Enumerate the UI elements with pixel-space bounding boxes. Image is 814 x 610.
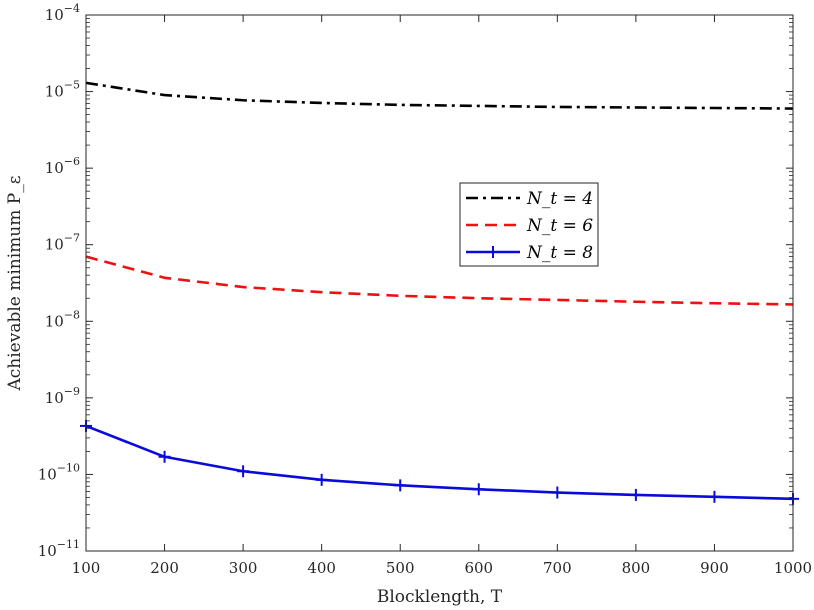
plot-background: [86, 15, 793, 551]
series-3-point: [629, 488, 642, 501]
y-tick-exponent: −8: [64, 308, 80, 321]
series-3-point: [551, 486, 564, 499]
y-tick-exponent: −11: [57, 538, 80, 551]
series-3-point: [472, 483, 485, 496]
x-axis-label-text: Blocklength, T: [377, 587, 503, 607]
series-3-point: [315, 473, 328, 486]
series-3-point: [237, 465, 250, 478]
legend-label-2: N_t = 6: [526, 216, 593, 236]
legend: N_t = 4 N_t = 6 N_t = 8: [459, 182, 599, 267]
x-tick-label: 900: [700, 559, 729, 577]
x-tick-label: 500: [386, 559, 415, 577]
series-3-point: [708, 490, 721, 503]
y-tick-base: 10: [45, 236, 64, 254]
legend-items: N_t = 4 N_t = 6 N_t = 8: [466, 189, 593, 263]
y-tick-label: 10−10: [38, 461, 80, 483]
x-tick-label: 300: [229, 559, 258, 577]
y-tick-base: 10: [38, 465, 57, 483]
legend-label-3: N_t = 8: [526, 243, 593, 263]
series-line-1: [85, 81, 794, 110]
y-tick-label: 10−8: [45, 308, 80, 330]
y-tick-base: 10: [45, 389, 64, 407]
y-tick-base: 10: [45, 159, 64, 177]
x-tick-label: 100: [72, 559, 101, 577]
series-line-3: [85, 424, 794, 501]
legend-label-1: N_t = 4: [526, 189, 593, 209]
y-tick-base: 10: [45, 312, 64, 330]
y-axis-label: Achievable minimum P_ε: [5, 175, 25, 391]
x-tick-label: 600: [464, 559, 493, 577]
x-axis-label: Blocklength, T: [377, 587, 503, 607]
y-tick-label: 10−11: [38, 538, 80, 560]
y-tick-label: 10−6: [45, 155, 80, 177]
x-tick-label: 1000: [774, 559, 812, 577]
y-tick-label: 10−7: [45, 232, 80, 254]
y-tick-base: 10: [45, 6, 64, 24]
y-tick-exponent: −9: [64, 385, 80, 398]
y-tick-base: 10: [45, 83, 64, 101]
y-tick-label: 10−5: [45, 79, 80, 101]
y-tick-base: 10: [38, 542, 57, 560]
plot-frame: [85, 14, 794, 552]
x-tick-label: 400: [307, 559, 336, 577]
series-3-point: [394, 479, 407, 492]
x-axis-ticks: 100 200 300 400 500 600 700 800 900 1000: [72, 15, 812, 577]
y-tick-exponent: −10: [57, 461, 80, 474]
y-tick-exponent: −5: [64, 79, 80, 92]
x-tick-label: 700: [543, 559, 572, 577]
y-tick-exponent: −7: [64, 232, 80, 245]
x-tick-label: 800: [622, 559, 651, 577]
y-tick-label: 10−4: [45, 2, 80, 24]
y-tick-label: 10−9: [45, 385, 80, 407]
series-line-2: [85, 255, 794, 306]
y-axis-label-text: Achievable minimum P_ε: [5, 175, 25, 391]
series-3-point: [158, 450, 171, 463]
y-tick-exponent: −4: [64, 2, 80, 15]
y-tick-exponent: −6: [64, 155, 80, 168]
x-tick-label: 200: [150, 559, 179, 577]
